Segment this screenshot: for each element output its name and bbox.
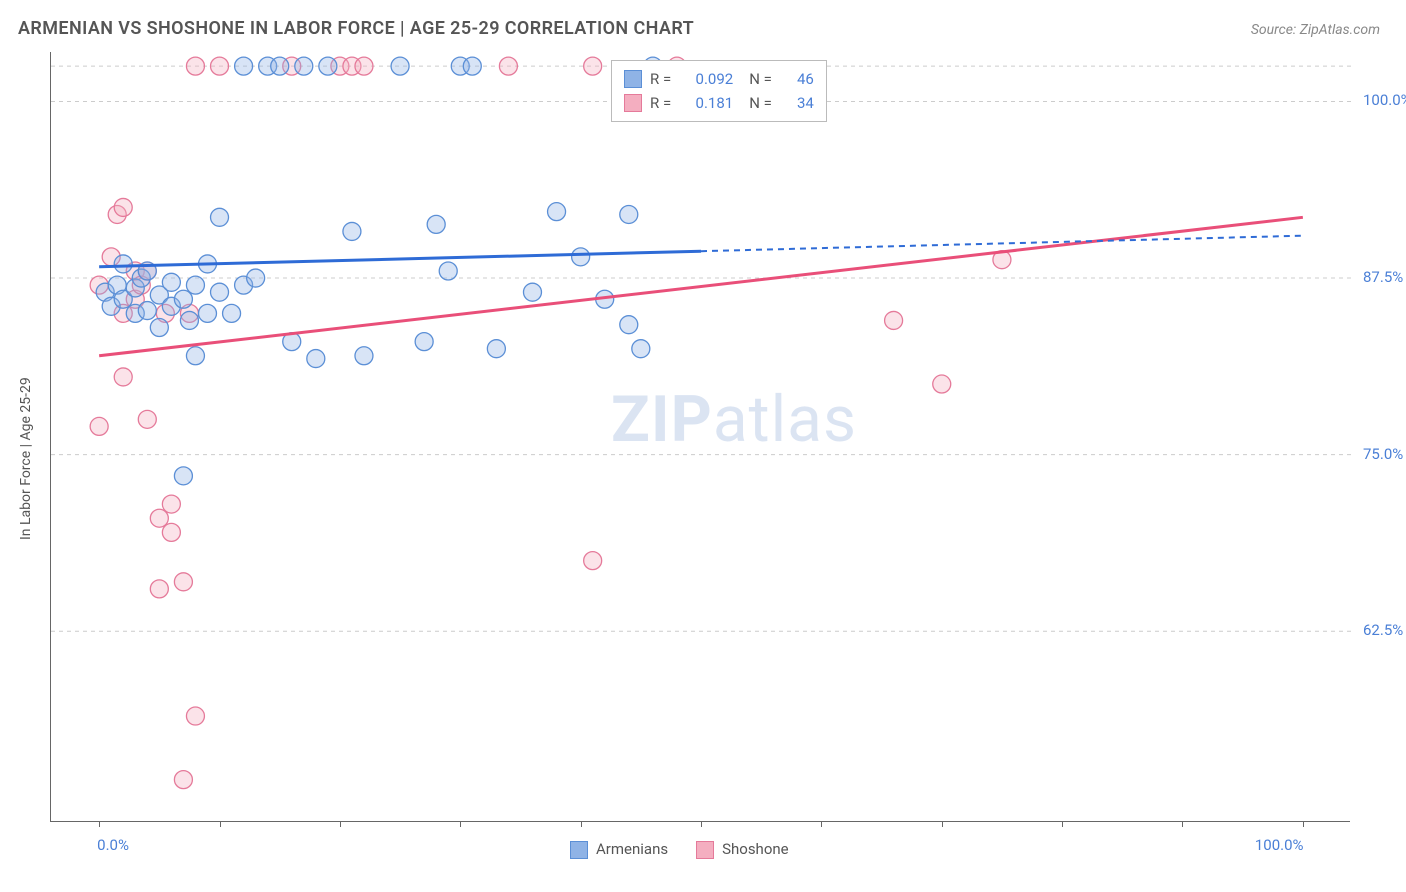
point-armenian: [235, 57, 253, 75]
chart-title: ARMENIAN VS SHOSHONE IN LABOR FORCE | AG…: [18, 18, 694, 39]
point-shoshone: [885, 311, 903, 329]
point-armenian: [632, 340, 650, 358]
point-armenian: [186, 276, 204, 294]
point-shoshone: [138, 410, 156, 428]
y-tick-label: 87.5%: [1363, 268, 1403, 286]
point-armenian: [211, 283, 229, 301]
point-shoshone: [499, 57, 517, 75]
point-shoshone: [150, 509, 168, 527]
series-legend: Armenians Shoshone: [570, 840, 789, 859]
r-label: R =: [650, 94, 671, 112]
point-shoshone: [174, 771, 192, 789]
point-armenian: [620, 205, 638, 223]
r-value: 0.092: [679, 70, 733, 88]
point-shoshone: [162, 523, 180, 541]
trend-shoshone: [99, 217, 1303, 355]
n-label: N =: [749, 94, 772, 112]
point-armenian: [186, 347, 204, 365]
r-value: 0.181: [679, 94, 733, 112]
chart-plot: ZIPatlas R =0.092N =46R =0.181N =34 0.0%…: [50, 52, 1350, 822]
point-armenian: [211, 208, 229, 226]
y-tick-label: 100.0%: [1363, 91, 1406, 109]
n-value: 46: [780, 70, 814, 88]
legend-swatch: [696, 841, 714, 859]
y-tick-label: 62.5%: [1363, 621, 1403, 639]
point-armenian: [198, 304, 216, 322]
point-shoshone: [114, 368, 132, 386]
point-shoshone: [584, 552, 602, 570]
source-label: Source: ZipAtlas.com: [1251, 22, 1380, 38]
point-armenian: [247, 269, 265, 287]
n-value: 34: [780, 94, 814, 112]
y-axis-label: In Labor Force | Age 25-29: [18, 377, 34, 540]
point-armenian: [523, 283, 541, 301]
point-shoshone: [90, 417, 108, 435]
point-armenian: [150, 319, 168, 337]
scatter-svg: [51, 52, 1351, 822]
point-shoshone: [211, 57, 229, 75]
point-armenian: [439, 262, 457, 280]
point-armenian: [174, 467, 192, 485]
point-armenian: [162, 273, 180, 291]
point-armenian: [138, 302, 156, 320]
point-armenian: [415, 333, 433, 351]
point-shoshone: [162, 495, 180, 513]
y-tick-label: 75.0%: [1363, 445, 1403, 463]
point-armenian: [319, 57, 337, 75]
n-label: N =: [749, 70, 772, 88]
x-tick-label: 0.0%: [97, 836, 129, 854]
point-armenian: [548, 203, 566, 221]
legend-label: Shoshone: [722, 840, 789, 858]
point-shoshone: [174, 573, 192, 591]
legend-swatch: [624, 70, 642, 88]
point-armenian: [572, 248, 590, 266]
point-armenian: [427, 215, 445, 233]
point-armenian: [343, 222, 361, 240]
legend-swatch: [570, 841, 588, 859]
point-shoshone: [150, 580, 168, 598]
legend-label: Armenians: [596, 840, 668, 858]
legend-item-armenian: Armenians: [570, 840, 668, 859]
point-armenian: [463, 57, 481, 75]
point-shoshone: [114, 198, 132, 216]
legend-row-shoshone: R = 0.181 N = 34: [624, 91, 814, 115]
r-label: R =: [650, 70, 671, 88]
point-armenian: [180, 311, 198, 329]
correlation-legend: R = 0.092 N = 46 R = 0.181 N = 34: [611, 60, 827, 122]
point-shoshone: [186, 57, 204, 75]
point-shoshone: [584, 57, 602, 75]
trend-armenian: [99, 251, 701, 267]
trend-dash-armenian: [701, 236, 1303, 252]
point-armenian: [295, 57, 313, 75]
x-tick-label: 100.0%: [1255, 836, 1304, 854]
point-armenian: [271, 57, 289, 75]
legend-swatch: [624, 94, 642, 112]
point-armenian: [487, 340, 505, 358]
legend-row-armenian: R = 0.092 N = 46: [624, 67, 814, 91]
point-shoshone: [186, 707, 204, 725]
point-shoshone: [355, 57, 373, 75]
point-armenian: [223, 304, 241, 322]
point-armenian: [114, 255, 132, 273]
point-armenian: [174, 290, 192, 308]
point-armenian: [307, 350, 325, 368]
point-armenian: [620, 316, 638, 334]
point-armenian: [355, 347, 373, 365]
point-armenian: [391, 57, 409, 75]
legend-item-shoshone: Shoshone: [696, 840, 789, 859]
point-shoshone: [933, 375, 951, 393]
